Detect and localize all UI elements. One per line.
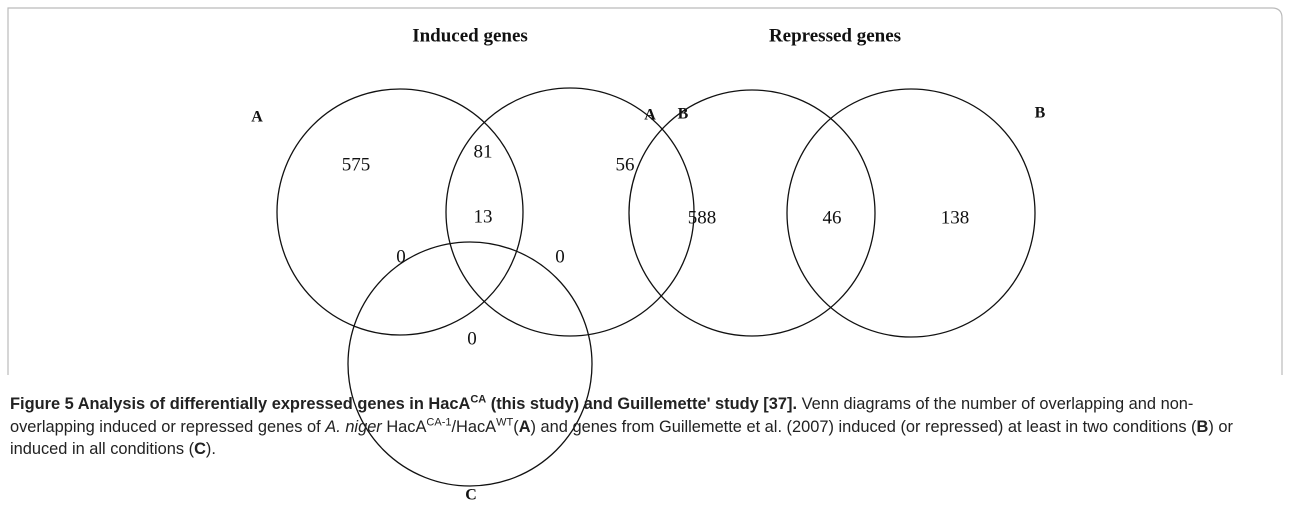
caption-text: WT: [496, 416, 514, 429]
panel-title: Induced genes: [412, 25, 528, 46]
set-circle: [276, 88, 524, 336]
region-count: 0: [467, 328, 477, 349]
caption-text: (: [513, 417, 519, 436]
caption-text: B: [1196, 417, 1209, 436]
caption-text: Figure 5 Analysis of differentially expr…: [10, 395, 471, 413]
caption-text: CA: [470, 393, 487, 406]
region-count: 46: [823, 207, 842, 228]
set-label: B: [1035, 105, 1046, 122]
caption-text: HacA: [381, 417, 427, 436]
set-circle: [347, 241, 593, 487]
caption-text: Venn diagrams of the number of overlappi…: [10, 395, 1194, 436]
panel-title: Repressed genes: [769, 25, 901, 46]
caption-text: (this study) and Guillemette' study [37]…: [486, 395, 798, 413]
set-label: C: [465, 487, 477, 504]
set-circle: [786, 88, 1036, 338]
region-count: 0: [555, 246, 565, 267]
set-circle: [628, 89, 876, 337]
set-label: A: [251, 109, 263, 126]
region-count: 56: [616, 154, 635, 175]
caption-text: A. niger: [325, 417, 382, 436]
set-label: A: [644, 107, 656, 124]
caption-text: CA-1: [426, 416, 452, 429]
caption-text: C: [194, 440, 206, 458]
caption-text: /HacA: [451, 417, 497, 436]
region-count: 138: [941, 207, 970, 228]
set-circle: [445, 87, 695, 337]
caption-text: ) and genes from Guillemette et al. (200…: [530, 417, 1197, 436]
region-count: 13: [474, 206, 493, 227]
region-count: 0: [396, 246, 406, 267]
region-count: 575: [342, 154, 371, 175]
caption-text: ) or induced in all conditions (: [10, 417, 1233, 459]
figure-frame: [7, 7, 1283, 375]
caption-text: ).: [205, 440, 216, 458]
caption-text: A: [518, 417, 531, 436]
region-count: 81: [474, 141, 493, 162]
region-count: 588: [688, 207, 717, 228]
figure-caption: Figure 5 Analysis of differentially expr…: [10, 393, 1275, 461]
set-label: B: [678, 106, 689, 123]
